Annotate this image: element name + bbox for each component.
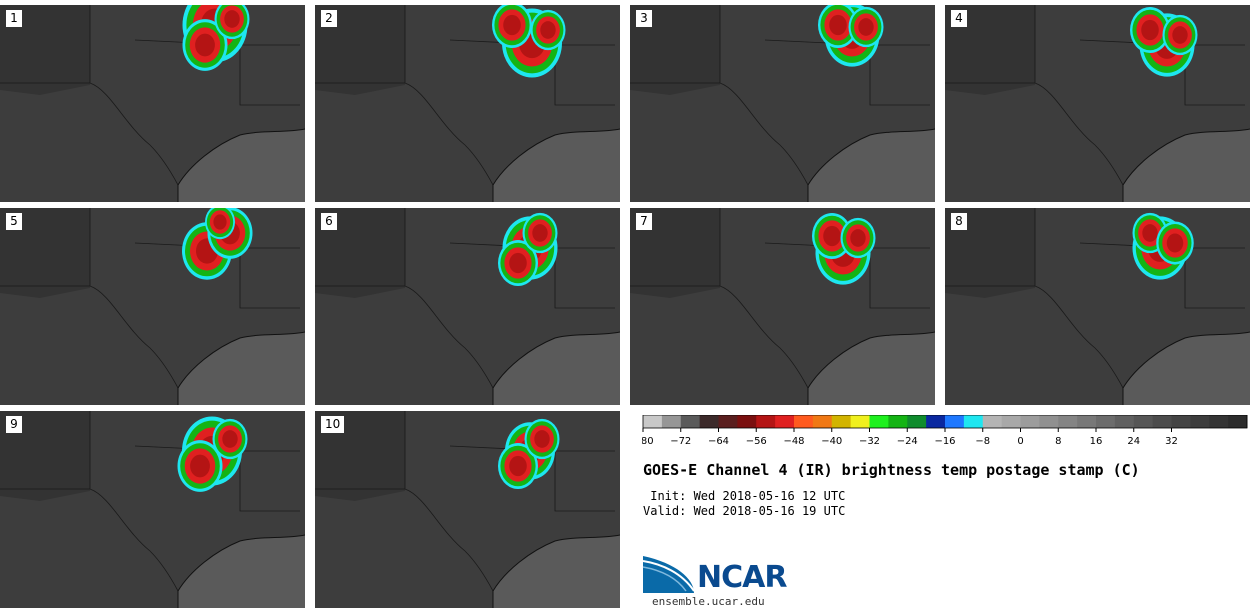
colorbar-swatch: [1114, 415, 1135, 428]
colorbar-swatch: [831, 415, 852, 428]
colorbar-swatch: [718, 415, 738, 428]
colorbar-tick-label: −64: [708, 436, 729, 447]
logo-wordmark: NCAR: [697, 560, 787, 595]
panel-number: 10: [321, 416, 345, 433]
colorbar-swatch: [1039, 415, 1059, 428]
site-url: ensemble.ucar.edu: [652, 595, 765, 608]
colorbar-swatch: [1171, 415, 1191, 428]
colorbar-swatch: [850, 415, 870, 428]
colorbar-tick-label: 32: [1165, 436, 1178, 447]
colorbar-swatch: [982, 415, 1003, 428]
colorbar-tick-label: 16: [1090, 436, 1103, 447]
init-time: Init: Wed 2018-05-16 12 UTC: [643, 489, 846, 503]
member-panel-2: 2: [315, 5, 620, 202]
colorbar-tick-label: −48: [783, 436, 804, 447]
colorbar-swatch: [1133, 415, 1154, 428]
colorbar-swatch: [869, 415, 889, 428]
colorbar-swatch: [794, 415, 814, 428]
ir-satellite-map: [630, 5, 935, 202]
colorbar-tick-label: −72: [670, 436, 691, 447]
valid-time: Valid: Wed 2018-05-16 19 UTC: [643, 504, 846, 518]
panel-number: 1: [6, 10, 22, 27]
member-panel-3: 3: [630, 5, 935, 202]
member-panel-5: 5: [0, 208, 305, 405]
colorbar-tick-label: −56: [746, 436, 767, 447]
colorbar-tick-label: −32: [859, 436, 880, 447]
panel-number: 4: [951, 10, 967, 27]
colorbar-swatch: [756, 415, 776, 428]
colorbar-swatch: [699, 415, 719, 428]
member-panel-1: 1: [0, 5, 305, 202]
panel-number: 6: [321, 213, 337, 230]
colorbar-swatch: [737, 415, 757, 428]
colorbar-tick-label: 8: [1055, 436, 1061, 447]
colorbar-tick-label: −16: [934, 436, 955, 447]
colorbar-swatch: [1058, 415, 1078, 428]
colorbar-swatch: [1152, 415, 1172, 428]
colorbar-tick-label: −40: [821, 436, 842, 447]
ncar-logo-icon: [642, 556, 695, 593]
ir-satellite-map: [945, 208, 1250, 405]
member-panel-4: 4: [945, 5, 1250, 202]
colorbar-swatch: [907, 415, 927, 428]
colorbar-swatch: [1190, 415, 1210, 428]
ir-satellite-map: [315, 208, 620, 405]
member-panel-6: 6: [315, 208, 620, 405]
ir-satellite-map: [630, 208, 935, 405]
colorbar-swatch: [1228, 415, 1248, 428]
ir-satellite-map: [0, 5, 305, 202]
ir-satellite-map: [315, 5, 620, 202]
colorbar-tick-label: −24: [897, 436, 918, 447]
colorbar-swatch: [812, 415, 833, 428]
colorbar-tick-label: −80: [642, 436, 654, 447]
colorbar-swatch: [680, 415, 701, 428]
panel-number: 9: [6, 416, 22, 433]
member-panel-8: 8: [945, 208, 1250, 405]
panel-number: 7: [636, 213, 652, 230]
colorbar-swatch: [945, 415, 965, 428]
colorbar-swatch: [775, 415, 795, 428]
colorbar-swatch: [1020, 415, 1040, 428]
colorbar-swatch: [1077, 415, 1097, 428]
ir-satellite-map: [945, 5, 1250, 202]
colorbar-swatch: [1001, 415, 1021, 428]
colorbar-swatch: [963, 415, 984, 428]
panel-number: 2: [321, 10, 337, 27]
ir-satellite-map: [0, 208, 305, 405]
member-panel-7: 7: [630, 208, 935, 405]
panel-number: 8: [951, 213, 967, 230]
colorbar-tick-label: −8: [975, 436, 990, 447]
panel-number: 3: [636, 10, 652, 27]
member-panel-9: 9: [0, 411, 305, 608]
colorbar-swatch: [1096, 415, 1116, 428]
colorbar-swatch: [1209, 415, 1229, 428]
colorbar-tick-label: 24: [1127, 436, 1140, 447]
ir-satellite-map: [315, 411, 620, 608]
colorbar-swatch: [643, 415, 663, 428]
ir-satellite-map: [0, 411, 305, 608]
colorbar-swatch: [661, 415, 682, 428]
colorbar-swatch: [926, 415, 946, 428]
figure-title: GOES-E Channel 4 (IR) brightness temp po…: [643, 461, 1140, 479]
colorbar-tick-label: 0: [1017, 436, 1023, 447]
colorbar-swatch: [888, 415, 908, 428]
member-panel-10: 10: [315, 411, 620, 608]
panel-number: 5: [6, 213, 22, 230]
